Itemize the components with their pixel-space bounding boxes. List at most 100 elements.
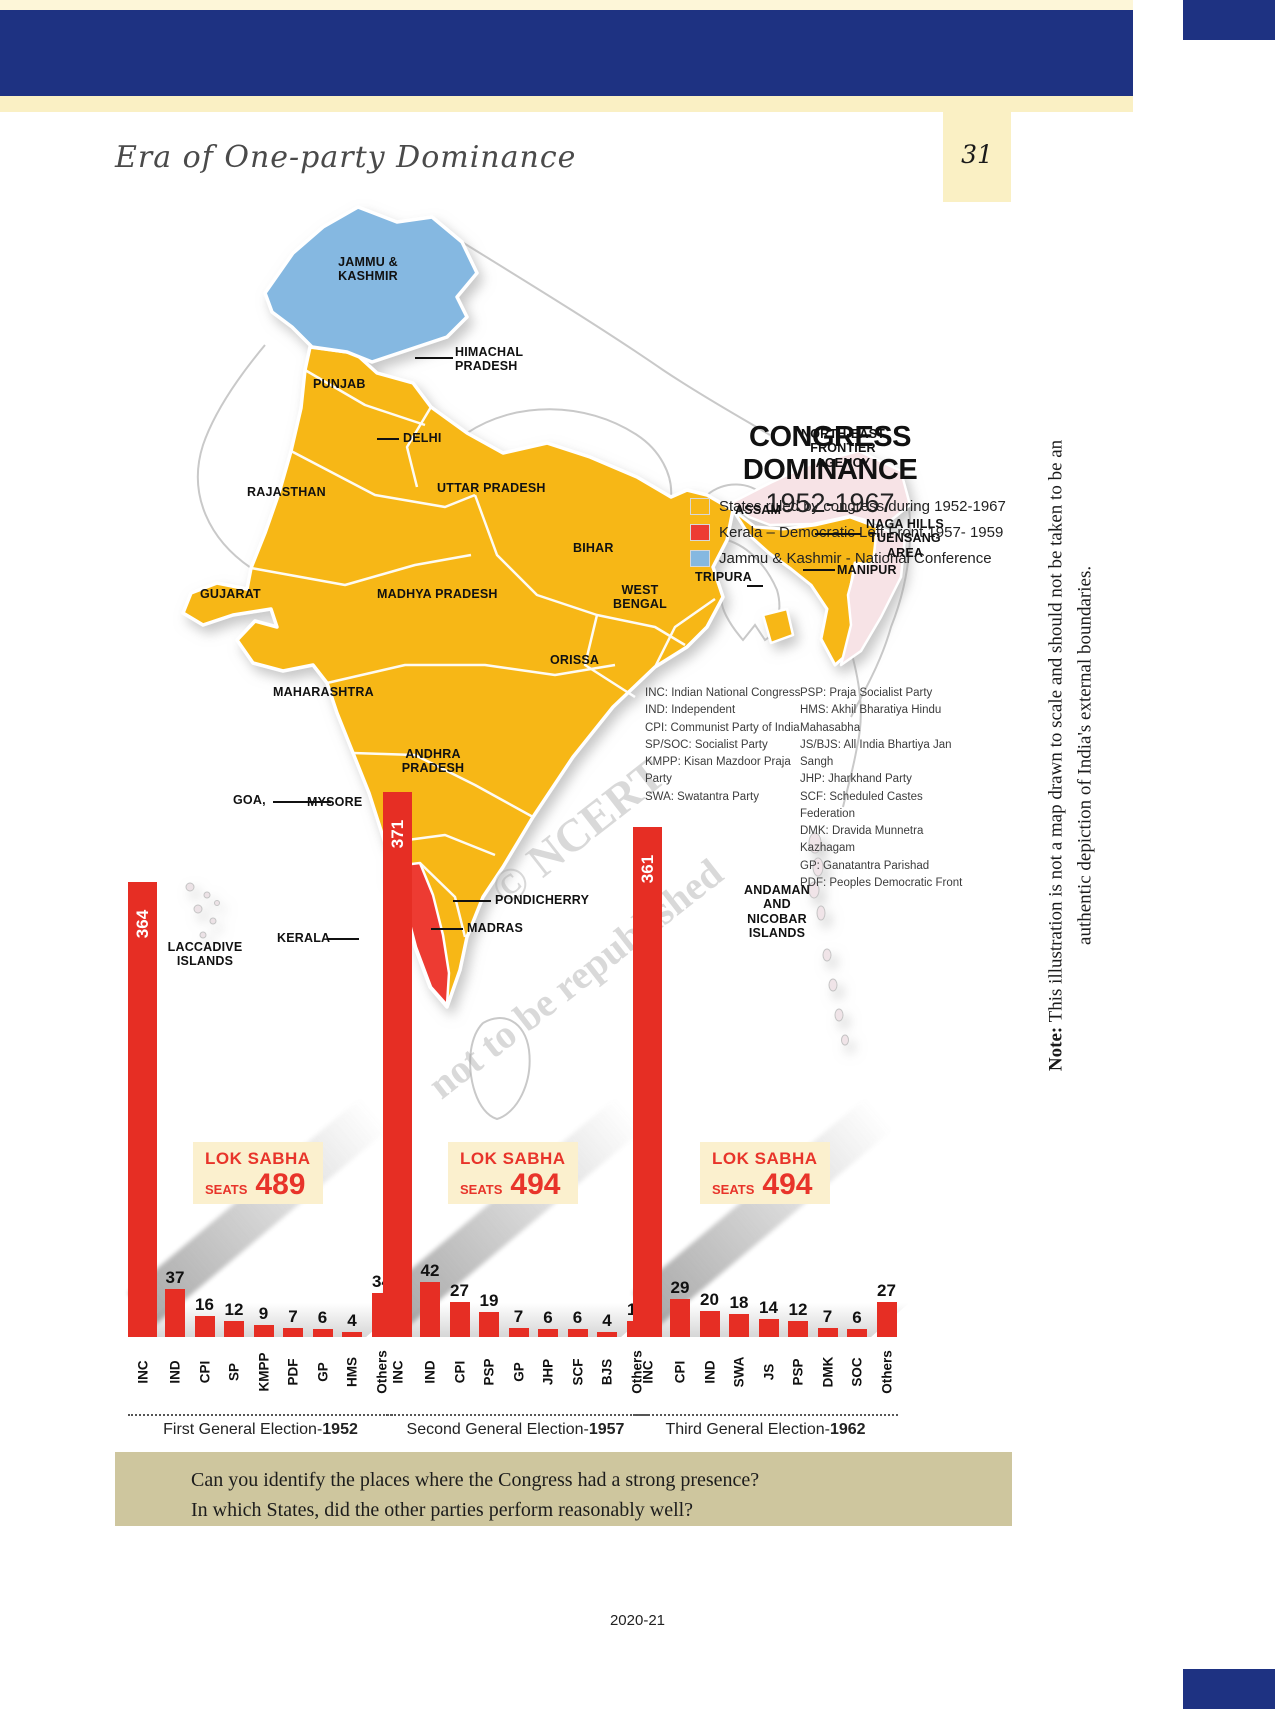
bar-column: 6 SOC xyxy=(846,1308,869,1412)
map-subtitle: 1952-1967 xyxy=(765,488,895,518)
party-abbreviation: SWA: Swatantra Party xyxy=(645,790,759,803)
bar xyxy=(449,1302,470,1337)
bar-column: 361 INC xyxy=(633,827,662,1412)
bar xyxy=(342,1332,362,1337)
party-abbreviation: HMS: Akhil Bharatiya Hindu Mahasabha xyxy=(800,704,942,734)
bar-column: 19 PSP xyxy=(478,1291,501,1412)
party-abbreviation: PDF: Peoples Democratic Front xyxy=(800,876,963,889)
bar-value-label: 364 xyxy=(132,909,152,939)
map-note: Note: This illustration is not a map dra… xyxy=(1042,409,1101,1101)
leader-goa xyxy=(273,801,331,803)
label-goa: GOA, xyxy=(233,793,266,807)
india-map: © NCERT not to be republished CONGRESS D… xyxy=(115,195,1015,1160)
naga-hills-region xyxy=(839,525,907,667)
leader-tripura xyxy=(747,585,763,587)
bar-column: 6 GP xyxy=(311,1308,334,1412)
leader-himachal xyxy=(415,357,453,359)
bar-category-label: SCF xyxy=(570,1358,585,1385)
bar-column: 18 SWA xyxy=(728,1293,751,1412)
label-andaman-nicobar: ANDAMAN AND NICOBAR ISLANDS xyxy=(744,883,810,941)
bar-value-label: 37 xyxy=(165,1268,185,1287)
bar xyxy=(847,1329,867,1337)
bar-category-label: SOC xyxy=(849,1356,865,1387)
legend-label: States ruled by congress during 1952-196… xyxy=(719,498,1006,515)
page-footer: 2020-21 xyxy=(609,1612,666,1629)
bar xyxy=(817,1328,838,1337)
bar-value-label: 42 xyxy=(420,1261,440,1280)
bar-value-label: 14 xyxy=(759,1298,778,1317)
chart-divider xyxy=(633,1414,898,1416)
legend-label: Jammu & Kashmir - National Conference xyxy=(719,550,992,567)
bar-value-label: 9 xyxy=(258,1304,269,1323)
legend-swatch-red xyxy=(690,524,710,541)
bar-column: 29 CPI xyxy=(669,1278,692,1412)
bar xyxy=(758,1319,779,1337)
bar-column: 27 Others xyxy=(875,1281,898,1412)
bar-category-label: GP xyxy=(315,1361,330,1382)
bar xyxy=(699,1311,720,1337)
legend-label: Kerala – Democratic Left Front 1957- 195… xyxy=(719,524,1004,541)
corner-block-top-right xyxy=(1183,0,1275,40)
bar-value-label: 12 xyxy=(224,1300,244,1319)
party-abbreviation: JS/BJS: All India Bhartiya Jan Sangh xyxy=(800,738,952,768)
bar: 361 xyxy=(633,827,662,1337)
bar-category-label: INC xyxy=(640,1359,655,1384)
bar-column: 9 KMPP xyxy=(252,1304,275,1412)
bar-column: 7 PDF xyxy=(282,1307,305,1412)
seats-word: SEATS xyxy=(205,1182,248,1197)
bar-column: 37 IND xyxy=(164,1268,187,1412)
bar-value-label: 6 xyxy=(317,1308,328,1327)
bar-value-label: 12 xyxy=(788,1300,808,1319)
bar-value-label: 6 xyxy=(572,1308,583,1327)
lok-sabha-seats-badge-1957: LOK SABHA SEATS 494 xyxy=(448,1142,578,1204)
chart-1962: 361 INC 29 CPI 20 IND 18 SWA 14 JS 12 PSP 7 DMK 6 SOC 27… xyxy=(633,737,898,1439)
page-number-tab: 31 xyxy=(943,96,1011,202)
chapter-title: Era of One-party Dominance xyxy=(115,140,577,175)
label-madras: MADRAS xyxy=(467,921,524,935)
lok-sabha-seats-badge-1962: LOK SABHA SEATS 494 xyxy=(700,1142,830,1204)
label-bihar: BIHAR xyxy=(573,541,614,555)
bar xyxy=(194,1316,215,1337)
bar-category-label: JS xyxy=(761,1363,776,1380)
tripura-blob xyxy=(761,607,795,645)
bar-value-label: 29 xyxy=(670,1278,690,1297)
leader-delhi xyxy=(377,438,399,440)
chart-caption: First General Election-1952 xyxy=(163,1421,358,1438)
seats-value: 494 xyxy=(510,1168,561,1201)
bar xyxy=(283,1328,303,1337)
bar-value-label: 371 xyxy=(387,819,407,849)
party-abbreviation: PSP: Praja Socialist Party xyxy=(800,687,933,699)
bar xyxy=(479,1312,499,1337)
laccadive-islands xyxy=(185,882,220,939)
bar-category-label: JHP xyxy=(540,1358,556,1385)
label-orissa: ORISSA xyxy=(550,653,600,667)
label-rajasthan: RAJASTHAN xyxy=(247,485,326,499)
label-delhi: DELHI xyxy=(403,431,442,445)
bar-column: 4 HMS xyxy=(341,1311,364,1412)
bar-category-label: IND xyxy=(702,1359,717,1384)
bar-column: 7 DMK xyxy=(816,1307,839,1412)
question-box: Can you identify the places where the Co… xyxy=(115,1452,1012,1526)
seats-title: LOK SABHA xyxy=(205,1149,311,1168)
bar-category-label: SP xyxy=(226,1362,242,1381)
bar xyxy=(508,1328,529,1337)
seats-value: 494 xyxy=(762,1168,813,1201)
bar xyxy=(729,1314,749,1337)
bar-category-label: INC xyxy=(390,1359,405,1384)
bar xyxy=(165,1289,185,1337)
jammu-kashmir-region xyxy=(263,205,479,364)
chart-divider xyxy=(383,1414,648,1416)
bar-column: 12 SP xyxy=(223,1300,246,1412)
label-andhra-pradesh: ANDHRA PRADESH xyxy=(401,747,465,776)
seats-title: LOK SABHA xyxy=(460,1149,566,1168)
bar-value-label: 6 xyxy=(852,1308,862,1327)
bar-value-label: 4 xyxy=(347,1311,357,1330)
bar xyxy=(253,1325,274,1337)
note-bold: Note: xyxy=(1045,1026,1067,1072)
bar-value-label: 4 xyxy=(602,1311,612,1330)
label-gujarat: GUJARAT xyxy=(200,587,261,601)
map-title-block: CONGRESS DOMINANCE 1952-1967 xyxy=(675,421,985,519)
bar xyxy=(312,1329,333,1337)
party-abbreviation: KMPP: Kisan Mazdoor Praja Party xyxy=(645,756,791,786)
bar-category-label: BJS xyxy=(599,1358,615,1385)
